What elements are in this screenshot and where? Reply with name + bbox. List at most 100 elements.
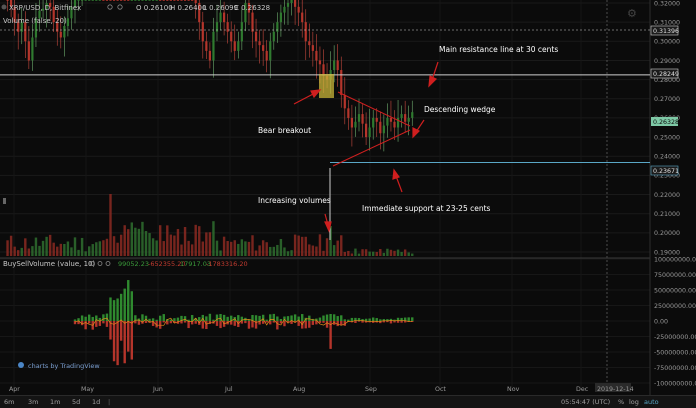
volume-bar <box>251 235 254 256</box>
candle-body <box>311 45 314 51</box>
indicator-value-2: -652355.20 <box>148 260 186 268</box>
candle-body <box>389 117 393 122</box>
gear-icon[interactable]: ⚙ <box>627 7 637 20</box>
price-tick-label: 0.22000 <box>654 192 680 199</box>
wedge-upper-line[interactable] <box>337 91 411 127</box>
time-tick-label: Jul <box>224 386 233 393</box>
range-1d[interactable]: 1d <box>92 398 101 406</box>
log-toggle[interactable]: log <box>629 398 639 406</box>
indicator-close-icon[interactable] <box>105 261 111 266</box>
sell-volume-bar <box>88 321 91 324</box>
sell-volume-bar <box>151 321 155 326</box>
volumes-arrowhead <box>324 221 332 233</box>
volume-label[interactable]: Volume (false, 20) <box>3 17 67 25</box>
sell-volume-bar <box>180 321 183 324</box>
resistance-arrowhead <box>428 75 438 88</box>
range-6m[interactable]: 6m <box>4 398 15 406</box>
volume-bar <box>190 244 194 256</box>
price-tags: 0.31396 0.28249 0.26328 0.23671 <box>650 25 679 176</box>
settings-icon[interactable] <box>117 4 123 10</box>
buy-volume-bar <box>180 315 183 321</box>
indicator-settings-icon[interactable] <box>97 261 103 266</box>
price-tick-label: 0.28000 <box>654 77 680 84</box>
sell-volume-bar <box>258 321 261 325</box>
candle-body <box>347 108 350 118</box>
crosshair-date-tag <box>595 383 631 392</box>
indicator-label[interactable]: BuySellVolume (value, 10) <box>3 260 95 268</box>
candle-body <box>130 0 133 1</box>
volume-bar <box>325 238 329 256</box>
symbol-label[interactable]: XRP/USD, D, Bitfinex <box>9 4 81 12</box>
indicator-eye-icon[interactable] <box>89 261 95 266</box>
candle-body <box>10 0 13 7</box>
candle-body <box>98 0 101 1</box>
sell-volume-bar <box>354 321 357 323</box>
candle-body <box>247 3 251 13</box>
volume-bar <box>403 249 407 256</box>
range-3m[interactable]: 3m <box>28 398 39 406</box>
buy-volume-bar <box>396 317 400 321</box>
sell-volume-bar <box>215 321 219 326</box>
price-tick-label: 0.31000 <box>654 19 680 26</box>
candle-body <box>215 22 219 32</box>
volume-bar <box>254 250 258 256</box>
volume-bar <box>272 246 275 256</box>
watermark[interactable]: charts by TradingView <box>18 362 100 370</box>
volume-bar <box>222 236 226 256</box>
sell-volume-bar <box>269 321 272 325</box>
pane-collapse-icon[interactable] <box>3 198 6 204</box>
buy-volume-bar <box>208 313 212 321</box>
buy-volume-bar <box>325 314 329 321</box>
volume-bar <box>134 227 137 256</box>
candle-body <box>407 117 410 122</box>
volume-bar <box>361 249 364 256</box>
candle-body <box>212 31 215 61</box>
indicator-axis[interactable]: 100000000.00 75000000.00 50000000.00 250000… <box>654 256 696 387</box>
ohlc-close: C 0.26328 <box>234 4 270 12</box>
candle-body <box>187 0 190 1</box>
range-5d[interactable]: 5d <box>72 398 81 406</box>
candle-body <box>102 0 105 1</box>
buy-volume-bar <box>286 316 290 321</box>
candle-body <box>191 0 194 1</box>
buy-volume-bar <box>272 313 275 321</box>
volume-bar <box>159 225 162 256</box>
buy-volume-bar <box>155 319 158 321</box>
support-arrow <box>395 175 403 193</box>
buy-volume-bar <box>77 318 80 321</box>
buy-volume-bar <box>105 313 109 321</box>
last-price-tag-text: 0.26328 <box>653 119 679 126</box>
candle-body <box>152 0 155 1</box>
indicator-tick-label: 50000000.00 <box>654 287 696 294</box>
candle-body <box>304 22 307 42</box>
auto-toggle[interactable]: auto <box>644 398 659 406</box>
volume-bar <box>411 253 414 256</box>
candle-body <box>279 12 282 23</box>
sell-volume-bar <box>315 321 318 325</box>
volume-bar <box>180 244 183 256</box>
indicator-header: BuySellVolume (value, 10) 99052.23 -6523… <box>3 260 248 268</box>
volume-bar <box>112 236 116 256</box>
eye-icon[interactable] <box>107 4 113 10</box>
time-axis[interactable]: Apr May Jun Jul Aug Sep Oct Nov Dec 2019-12-14 <box>9 383 634 393</box>
sell-volume-bar <box>293 321 297 323</box>
buy-volume-bar <box>88 314 91 321</box>
sell-volume-bar <box>290 321 293 324</box>
range-1m[interactable]: 1m <box>50 398 61 406</box>
sell-volume-bar <box>144 321 148 323</box>
candle-body <box>251 12 254 32</box>
percent-toggle[interactable]: % <box>618 398 625 406</box>
chart-header: XRP/USD, D, Bitfinex O 0.26100 H 0.26400… <box>1 4 637 204</box>
sell-volume-bar <box>325 321 329 328</box>
time-tick-label: Dec <box>576 386 589 393</box>
breakout-highlight-box[interactable] <box>319 74 334 98</box>
goto-date-icon[interactable]: | <box>108 398 111 406</box>
volume-bar <box>34 237 38 256</box>
volume-bar <box>258 245 261 256</box>
candle-body <box>183 0 187 1</box>
candle-body <box>91 0 94 1</box>
buy-volume-bar <box>84 316 87 321</box>
wedge-lower-line[interactable] <box>332 129 411 167</box>
